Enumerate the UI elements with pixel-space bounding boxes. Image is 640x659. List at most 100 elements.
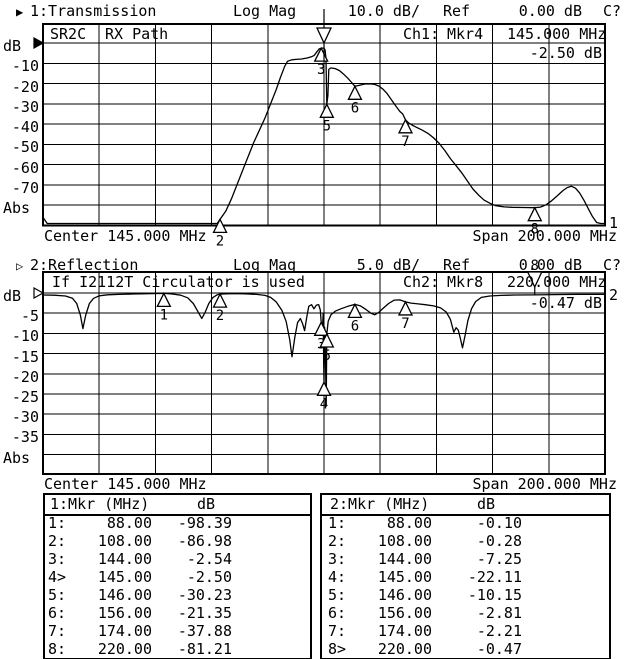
- marker-number: 4: [320, 396, 328, 412]
- y-axis-label: dB: [3, 37, 22, 55]
- y-axis-label: Abs: [3, 448, 31, 467]
- marker-number: 6: [351, 318, 359, 334]
- marker-number: 7:: [328, 622, 347, 640]
- ch1-ref-value: 0.00 dB: [518, 2, 582, 20]
- ch1-cal-status: C?: [603, 2, 622, 20]
- marker-table-row: 8: 220.00 -81.21: [45, 642, 310, 659]
- marker-number: 7: [401, 316, 409, 332]
- marker-db-value: -2.50: [186, 568, 232, 586]
- marker-triangle-icon: [397, 118, 414, 134]
- marker-triangle-icon: [316, 380, 332, 396]
- marker-table-row: 1: 88.00 -98.39: [45, 516, 310, 534]
- marker-db-value: -10.15: [467, 586, 522, 604]
- ch1-center-freq: Center 145.000 MHz: [44, 227, 207, 245]
- marker-triangle-icon: [527, 206, 543, 222]
- ch2-ref-label: Ref: [443, 256, 471, 274]
- marker-frequency: 88.00: [386, 514, 432, 532]
- marker-table-row: 4: 145.00 -22.11: [322, 570, 609, 588]
- ch1-label-sr2c: SR2C: [50, 25, 87, 43]
- ch1-marker-table-header: 1:Mkr (MHz) dB: [45, 496, 310, 516]
- y-axis-label: -40: [11, 118, 39, 137]
- ch2-center-freq: Center 145.000 MHz: [44, 475, 207, 493]
- marker-triangle-icon: [319, 102, 335, 118]
- marker-db-value: -21.35: [177, 604, 232, 622]
- marker-db-value: -2.81: [476, 604, 522, 622]
- y-axis-label: -35: [11, 428, 39, 447]
- marker-frequency: 88.00: [106, 514, 152, 532]
- ch1-trace-number: 1: [609, 214, 619, 232]
- y-axis-label: -5: [20, 307, 39, 326]
- marker-triangle-icon: [397, 300, 414, 316]
- ch1-marker-value: -2.50 dB: [529, 44, 602, 62]
- marker-frequency: 174.00: [97, 622, 152, 640]
- ch2-marker-table-header: 2:Mkr (MHz) dB: [322, 496, 609, 516]
- y-axis-label: -15: [11, 347, 39, 366]
- marker-number: 3:: [48, 550, 67, 568]
- y-axis-label: -10: [11, 327, 39, 346]
- ch2-trace-label: 2:Reflection: [30, 256, 139, 274]
- ch2-marker-freq: 220.000 MHz: [507, 273, 607, 291]
- marker-table-row: 8> 220.00 -0.47: [322, 642, 609, 659]
- ch2-scale-value: 5.0 dB/: [356, 256, 420, 274]
- marker-number: 8>: [328, 640, 347, 658]
- marker-number: 2:: [48, 532, 67, 550]
- ch2-ref-value: 0.00 dB: [518, 256, 582, 274]
- ch2-marker-table: 2:Mkr (MHz) dB 1: 88.00 -0.10 2: 108.00 -0.28…: [320, 493, 611, 659]
- ch1-marker-table-title: 1:Mkr (MHz): [50, 495, 150, 513]
- marker-table-row: 5: 146.00 -30.23: [45, 588, 310, 606]
- marker-table-row: 1: 88.00 -0.10: [322, 516, 609, 534]
- marker-frequency: 145.00: [97, 568, 152, 586]
- marker-db-value: -98.39: [177, 514, 232, 532]
- ch2-marker-table-unit: dB: [477, 495, 496, 513]
- marker-triangle-icon: [313, 320, 329, 336]
- y-axis-label: -70: [11, 178, 39, 197]
- marker-frequency: 108.00: [97, 532, 152, 550]
- marker-frequency: 144.00: [377, 550, 432, 568]
- marker-triangle-icon: [347, 302, 363, 319]
- marker-triangle-icon: [347, 84, 363, 100]
- ch1-marker-label: Mkr4: [447, 25, 484, 43]
- marker-number: 5: [323, 348, 331, 364]
- marker-number: 6: [351, 100, 359, 116]
- marker-table-row: 6: 156.00 -21.35: [45, 606, 310, 624]
- y-axis-label: -20: [11, 77, 39, 96]
- marker-triangle-icon: [212, 292, 228, 308]
- marker-db-value: -0.28: [476, 532, 522, 550]
- marker-number: 6:: [328, 604, 347, 622]
- ch1-span-freq: Span 200.000 MHz: [472, 227, 618, 245]
- ch2-span-freq: Span 200.000 MHz: [472, 475, 618, 493]
- marker-number: 4>: [48, 568, 67, 586]
- ch1-format-label: Log Mag: [233, 2, 297, 20]
- marker-number: 2: [216, 308, 224, 324]
- ch2-trace-arrow-icon: ▷: [16, 259, 24, 273]
- ch2-marker-label: Mkr8: [447, 273, 484, 291]
- y-axis-label: dB: [3, 287, 22, 305]
- marker-number: 3:: [328, 550, 347, 568]
- marker-frequency: 108.00: [377, 532, 432, 550]
- marker-db-value: -22.11: [467, 568, 522, 586]
- y-axis-label: -20: [11, 367, 39, 386]
- marker-number: 5:: [328, 586, 347, 604]
- marker-triangle-icon: [156, 291, 172, 308]
- marker-number: 5:: [48, 586, 67, 604]
- marker-frequency: 145.00: [377, 568, 432, 586]
- marker-frequency: 174.00: [377, 622, 432, 640]
- ch1-marker-freq: 145.000 MHz: [507, 25, 607, 43]
- marker-table-row: 4> 145.00 -2.50: [45, 570, 310, 588]
- marker-db-value: -7.25: [476, 550, 522, 568]
- marker-db-value: -86.98: [177, 532, 232, 550]
- marker-number: 1: [160, 307, 168, 323]
- marker-frequency: 220.00: [97, 640, 152, 658]
- marker-number: 2: [216, 233, 224, 249]
- ch2-format-label: Log Mag: [233, 256, 297, 274]
- marker-frequency: 146.00: [97, 586, 152, 604]
- marker-db-value: -0.10: [476, 514, 522, 532]
- ch1-trace-label: 1:Transmission: [30, 2, 157, 20]
- trace-ch2: [42, 292, 605, 407]
- marker-db-value: -30.23: [177, 586, 232, 604]
- marker-table-row: 2: 108.00 -86.98: [45, 534, 310, 552]
- marker-table-row: 2: 108.00 -0.28: [322, 534, 609, 552]
- marker-number: 8: [531, 222, 539, 238]
- marker-table-row: 3: 144.00 -2.54: [45, 552, 310, 570]
- ch1-ref-label: Ref: [443, 2, 471, 20]
